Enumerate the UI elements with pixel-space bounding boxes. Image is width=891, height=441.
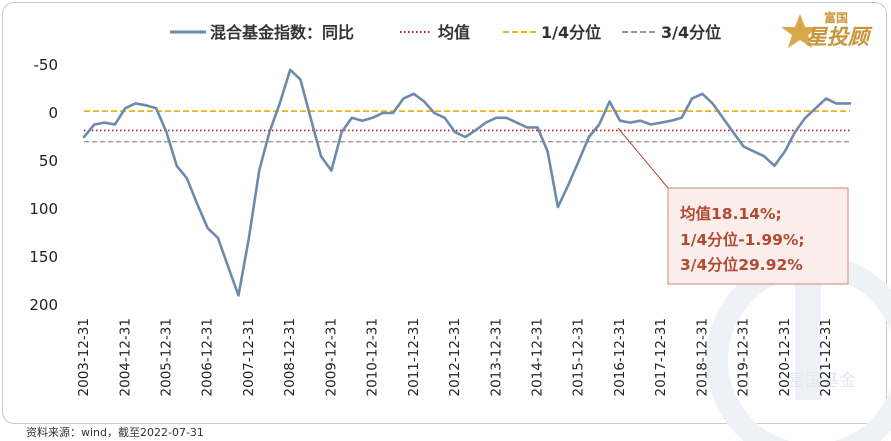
legend: 混合基金指数：同比 均值 1/4分位 3/4分位 [170,23,721,42]
x-tick-label: 2004-12-31 [117,318,133,396]
annotation-background [667,187,849,285]
y-tick-label: -50 [34,56,59,74]
x-tick-label: 2006-12-31 [200,318,216,396]
y-tick-label: 150 [29,248,58,266]
x-tick-label: 2014-12-31 [529,318,545,396]
x-tick-label: 2008-12-31 [282,318,298,396]
y-tick-label: 50 [39,152,58,170]
x-tick-label: 2020-12-31 [777,318,793,396]
x-tick-label: 2012-12-31 [447,318,463,396]
y-tick-label: 200 [29,296,58,314]
source-note: 资料来源：wind，截至2022-07-31 [26,425,204,439]
x-tick-label: 2010-12-31 [365,318,381,396]
legend-q3-label: 3/4分位 [661,23,721,42]
annotation-line-3: 3/4分位29.92% [680,255,803,274]
x-tick-label: 2013-12-31 [488,318,504,396]
watermark-text: 富国基金 [788,371,856,391]
series-line [82,68,852,297]
x-tick-label: 2011-12-31 [406,318,422,396]
y-tick-label: 0 [48,104,58,122]
annotation-line-1: 均值18.14%; [680,204,782,223]
x-tick-label: 2003-12-31 [76,318,92,396]
x-tick-label: 2021-12-31 [818,318,834,396]
legend-q1-label: 1/4分位 [541,23,601,42]
x-tick-label: 2009-12-31 [323,318,339,396]
brand-logo: 富国 星投顾 [781,10,873,49]
logo-top-text: 富国 [824,10,848,25]
y-tick-label: 100 [29,200,58,218]
annotation-box: 均值18.14%; 1/4分位-1.99%; 3/4分位29.92% [617,127,849,285]
x-tick-label: 2005-12-31 [159,318,175,396]
annotation-leader-line [617,127,669,189]
legend-mean-label: 均值 [438,23,470,42]
plot-area: -50 0 50 100 150 200 2003-12-31 2004-12-31 2005-… [29,56,852,396]
x-tick-label: 2016-12-31 [612,318,628,396]
x-tick-label: 2018-12-31 [694,318,710,396]
legend-series-label: 混合基金指数：同比 [210,23,354,42]
logo-main-text: 星投顾 [806,25,873,49]
x-tick-label: 2007-12-31 [241,318,257,396]
x-tick-label: 2015-12-31 [571,318,587,396]
x-tick-label: 2017-12-31 [653,318,669,396]
star-icon [781,14,819,48]
annotation-line-2: 1/4分位-1.99%; [680,230,805,249]
x-tick-label: 2019-12-31 [736,318,752,396]
